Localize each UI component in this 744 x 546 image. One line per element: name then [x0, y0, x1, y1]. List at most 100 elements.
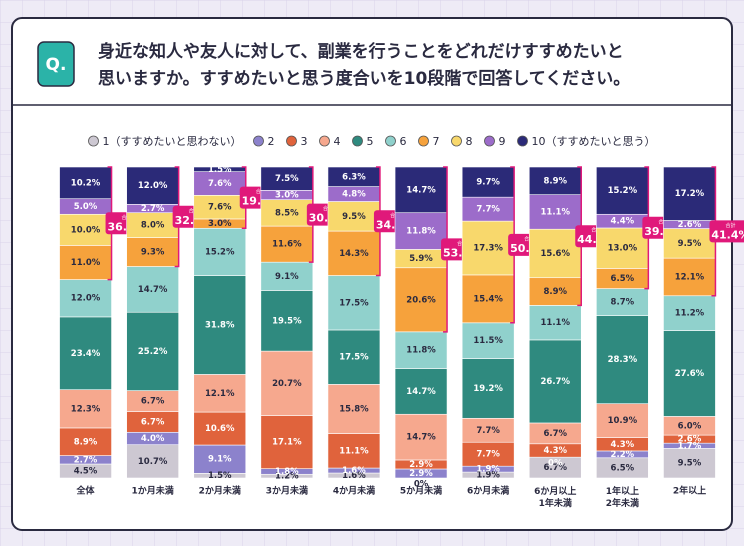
value-label: 7.7%: [476, 426, 500, 436]
value-label: 1.5%: [208, 165, 232, 175]
value-label: 12.3%: [71, 404, 101, 414]
legend-label: 4: [334, 135, 341, 148]
value-label: 10.7%: [138, 457, 168, 467]
value-label: 1.8%: [275, 467, 299, 477]
x-tick-label: 4か月未満: [333, 485, 375, 497]
value-label: 2.2%: [611, 450, 635, 460]
x-tick-label: 3か月未満: [266, 485, 308, 497]
value-label: 6.3%: [342, 172, 366, 182]
q-badge-text: Q.: [46, 55, 67, 75]
value-label: 17.5%: [339, 353, 369, 363]
page: Q. 身近な知人や友人に対して、副業を行うことをどれだけすすめたいと 思いますか…: [0, 0, 744, 546]
value-label: 20.7%: [272, 379, 302, 389]
value-label: 4.8%: [342, 190, 366, 200]
x-tick-label: 1か月未満: [132, 485, 174, 497]
legend-swatch: [419, 136, 429, 146]
legend-label: 8: [466, 135, 473, 148]
value-label: 12.1%: [205, 389, 235, 399]
value-label: 12.0%: [71, 294, 101, 304]
value-label: 6.0%: [678, 421, 702, 431]
question-line: 身近な知人や友人に対して、副業を行うことをどれだけすすめたいと: [98, 41, 624, 62]
value-label: 9.1%: [275, 272, 299, 282]
value-label: 26.7%: [541, 377, 571, 387]
legend-swatch: [452, 136, 462, 146]
value-label: 4.0%: [141, 434, 165, 444]
value-label: 15.2%: [608, 186, 638, 196]
value-label: 4.4%: [611, 217, 635, 227]
legend-label: 7: [433, 135, 440, 148]
value-label: 11.5%: [473, 336, 503, 346]
value-label: 6.5%: [611, 274, 635, 284]
value-label: 12.1%: [675, 272, 705, 282]
value-label: 2.7%: [141, 204, 165, 214]
value-label: 4.3%: [543, 446, 567, 456]
question-line: 思いますか。すすめたいと思う度合いを10段階で回答してください。: [98, 68, 630, 89]
legend-label: 1（すすめたいと思わない）: [103, 135, 242, 148]
value-label: 5.0%: [74, 202, 98, 212]
legend-swatch: [254, 136, 264, 146]
legend-swatch: [485, 136, 495, 146]
value-label: 15.8%: [339, 404, 369, 414]
value-label: 1.9%: [476, 465, 500, 475]
value-label: 10.9%: [608, 416, 638, 426]
value-label: 25.2%: [138, 347, 168, 357]
value-label: 14.7%: [406, 387, 436, 397]
value-label: 1.6%: [342, 466, 366, 476]
legend-swatch: [386, 136, 396, 146]
value-label: 2.6%: [678, 220, 702, 230]
legend-label: 9: [499, 135, 506, 148]
value-label: 8.9%: [74, 437, 98, 447]
value-label: 27.6%: [675, 369, 705, 379]
value-label: 14.3%: [339, 249, 369, 259]
value-label: 8.7%: [611, 298, 635, 308]
value-label: 15.2%: [205, 247, 235, 257]
value-label: 14.7%: [138, 285, 168, 295]
value-label: 6.7%: [141, 417, 165, 427]
x-tick-label: 2か月未満: [199, 485, 241, 497]
value-label: 11.1%: [339, 446, 369, 456]
value-label: 7.7%: [476, 205, 500, 215]
x-tick-label: 5か月未満: [400, 485, 442, 497]
legend-label: 6: [400, 135, 407, 148]
value-label: 8.5%: [275, 208, 299, 218]
value-label: 11.1%: [541, 318, 571, 328]
value-label: 6.7%: [543, 429, 567, 439]
total-value: 41.4%: [711, 228, 744, 241]
x-tick-label: 6か月未満: [467, 485, 509, 497]
value-label: 5.9%: [409, 254, 433, 264]
value-label: 14.7%: [406, 185, 436, 195]
value-label: 10.0%: [71, 225, 101, 235]
value-label: 3.0%: [208, 219, 232, 229]
value-label: 11.1%: [541, 207, 571, 217]
value-label: 17.1%: [272, 438, 302, 448]
value-label: 7.6%: [208, 203, 232, 213]
value-label: 4.3%: [611, 440, 635, 450]
value-label: 23.4%: [71, 349, 101, 359]
x-tick-label: 2年以上: [673, 485, 706, 497]
value-label: 31.8%: [205, 320, 235, 330]
value-label: 11.8%: [406, 227, 436, 237]
value-label: 2.6%: [678, 435, 702, 445]
value-label: 3.0%: [275, 190, 299, 200]
value-label: 13.0%: [608, 244, 638, 254]
value-label: 11.2%: [675, 309, 705, 319]
legend-label: 2: [268, 135, 275, 148]
value-label: 17.2%: [675, 189, 705, 199]
value-label: 7.6%: [208, 179, 232, 189]
value-label: 19.5%: [272, 316, 302, 326]
value-label: 7.5%: [275, 174, 299, 184]
value-label: 2.9%: [409, 460, 433, 470]
value-label: 0%: [548, 459, 563, 469]
value-label: 28.3%: [608, 355, 638, 365]
legend-swatch: [287, 136, 297, 146]
legend-label: 10（すすめたいと思う）: [532, 135, 656, 148]
value-label: 4.5%: [74, 467, 98, 477]
value-label: 15.4%: [473, 294, 503, 304]
x-tick-label: 全体: [76, 485, 96, 497]
value-label: 9.1%: [208, 455, 232, 465]
value-label: 17.3%: [473, 244, 503, 254]
value-label: 8.9%: [543, 176, 567, 186]
value-label: 12.0%: [138, 181, 168, 191]
value-label: 2.7%: [74, 455, 98, 465]
